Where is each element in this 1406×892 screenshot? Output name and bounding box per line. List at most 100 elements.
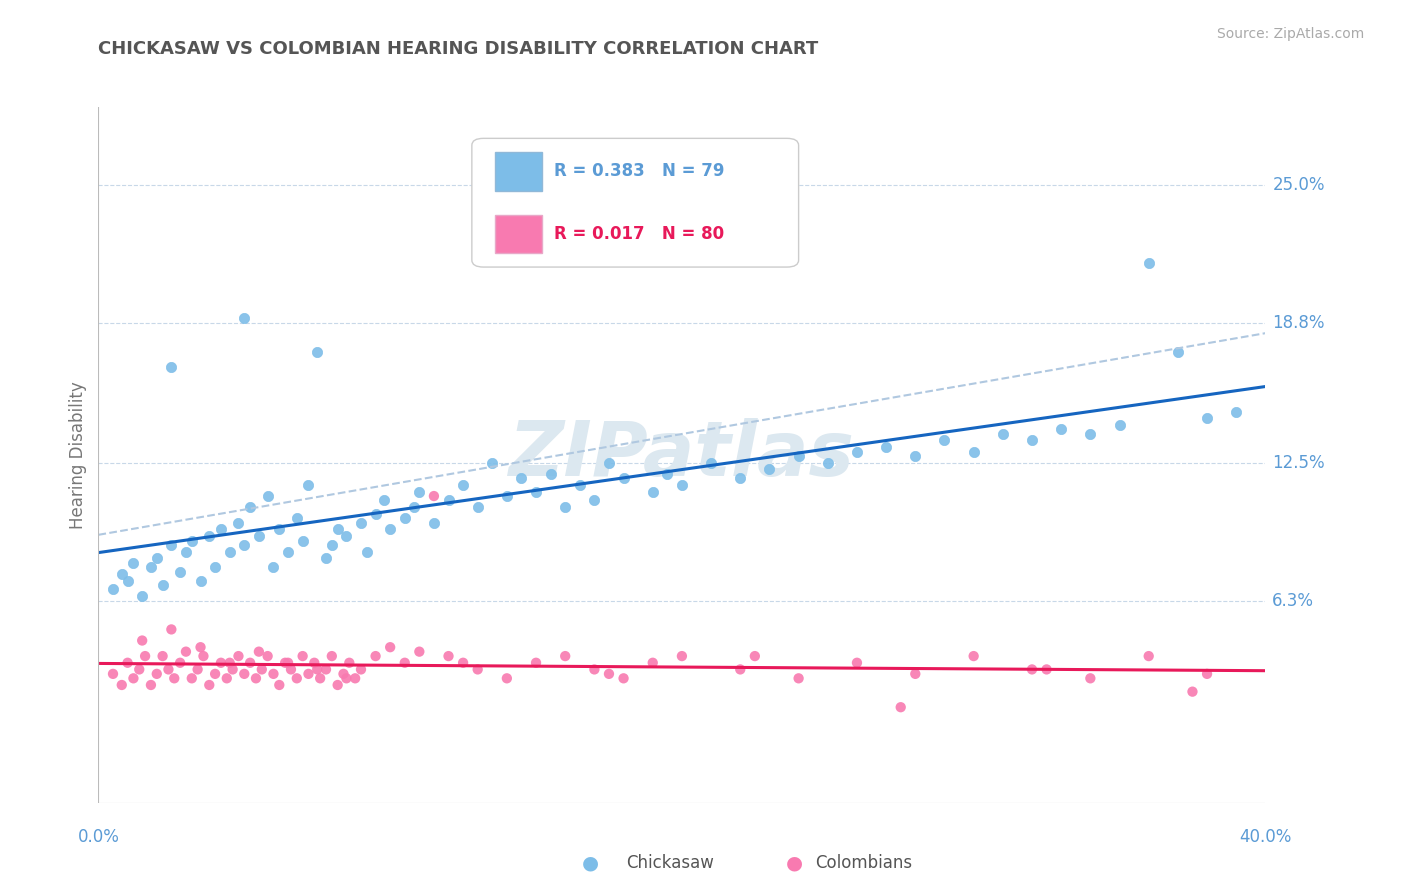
Point [700, 456, 723, 470]
Point [583, 493, 606, 508]
Point [321, 649, 343, 664]
Point [962, 444, 984, 458]
Point [297, 478, 319, 492]
Point [315, 662, 337, 676]
Point [408, 484, 430, 499]
Point [1108, 417, 1130, 432]
Point [228, 516, 250, 530]
Point [160, 360, 183, 375]
Text: 40.0%: 40.0% [1239, 828, 1292, 846]
Point [321, 538, 343, 552]
Point [111, 678, 134, 692]
Point [904, 666, 927, 681]
Point [1195, 411, 1218, 425]
Point [256, 489, 278, 503]
Point [291, 649, 314, 664]
Text: 6.3%: 6.3% [1272, 591, 1315, 609]
FancyBboxPatch shape [495, 215, 541, 253]
Point [326, 522, 349, 536]
Text: Colombians: Colombians [815, 855, 912, 872]
Point [131, 633, 153, 648]
Text: 0.0%: 0.0% [77, 828, 120, 846]
Point [524, 656, 547, 670]
Point [335, 671, 357, 685]
Point [344, 671, 367, 685]
Point [111, 566, 134, 581]
Point [117, 574, 139, 588]
Point [451, 656, 474, 670]
Point [209, 522, 232, 536]
Point [146, 666, 169, 681]
Point [152, 649, 174, 664]
Point [1195, 666, 1218, 681]
Point [991, 426, 1014, 441]
Point [307, 662, 329, 676]
Y-axis label: Hearing Disability: Hearing Disability [69, 381, 87, 529]
Point [962, 649, 984, 664]
Point [568, 478, 591, 492]
Point [101, 666, 124, 681]
Point [160, 538, 183, 552]
Point [540, 467, 562, 481]
Point [408, 645, 430, 659]
Point [122, 671, 145, 685]
Text: Chickasaw: Chickasaw [626, 855, 713, 872]
Point [122, 556, 145, 570]
Point [280, 662, 302, 676]
Point [402, 500, 425, 515]
Point [554, 500, 576, 515]
Point [1050, 422, 1073, 436]
Point [904, 449, 927, 463]
Point [583, 662, 606, 676]
Point [337, 656, 360, 670]
Point [524, 484, 547, 499]
Point [467, 500, 489, 515]
Point [209, 656, 232, 670]
Point [239, 500, 262, 515]
Point [233, 666, 256, 681]
Point [139, 560, 162, 574]
Point [193, 649, 215, 664]
Point [875, 440, 897, 454]
Point [1080, 426, 1102, 441]
Point [277, 656, 299, 670]
Point [350, 516, 373, 530]
Point [1137, 649, 1160, 664]
Point [131, 589, 153, 603]
Point [1225, 404, 1247, 418]
Point [247, 645, 270, 659]
Point [139, 678, 162, 692]
Point [228, 649, 250, 664]
Point [233, 311, 256, 326]
Point [1021, 662, 1043, 676]
Point [239, 656, 262, 670]
Point [728, 662, 751, 676]
Point [378, 522, 402, 536]
Point [198, 529, 221, 543]
Point [218, 544, 240, 558]
Point [304, 656, 326, 670]
Point [169, 656, 191, 670]
Point [728, 471, 751, 485]
Point [297, 666, 319, 681]
Point [190, 640, 212, 655]
Point [641, 656, 664, 670]
Point [1035, 662, 1057, 676]
Point [269, 522, 291, 536]
Point [394, 656, 416, 670]
Point [315, 551, 337, 566]
Point [495, 489, 517, 503]
Point [163, 671, 186, 685]
Point [744, 649, 766, 664]
Point [146, 551, 169, 566]
Point [373, 493, 395, 508]
FancyBboxPatch shape [495, 153, 541, 191]
Point [326, 678, 349, 692]
Point [332, 666, 354, 681]
Text: 18.8%: 18.8% [1272, 314, 1324, 332]
Point [598, 456, 620, 470]
Point [269, 678, 291, 692]
Text: 12.5%: 12.5% [1272, 454, 1324, 472]
Point [495, 671, 517, 685]
Point [423, 489, 446, 503]
